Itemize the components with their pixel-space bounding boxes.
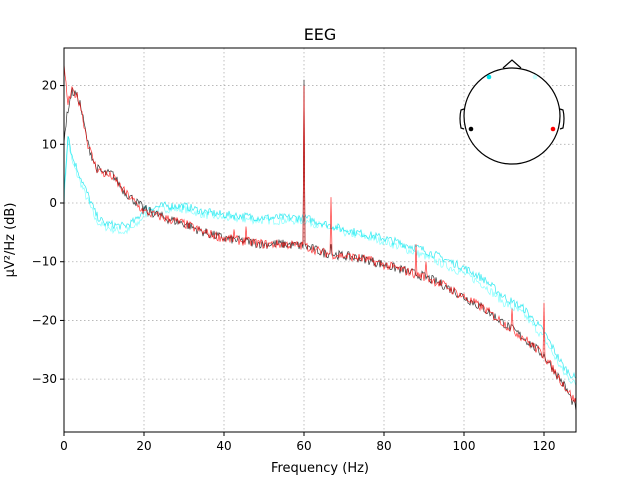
x-tick-label: 20 — [136, 439, 151, 453]
psd-line-series-1 — [63, 136, 577, 379]
nose — [502, 59, 522, 69]
psd-line-series-0 — [63, 136, 577, 387]
left-ear — [459, 108, 465, 130]
y-tick-label: 0 — [49, 196, 57, 210]
psd-line-series-3 — [63, 63, 577, 406]
psd-line-series-2 — [63, 79, 577, 412]
y-tick-label: 20 — [42, 79, 57, 93]
x-tick-label: 40 — [216, 439, 231, 453]
x-tick-label: 60 — [296, 439, 311, 453]
sensor-dot-black — [468, 126, 474, 132]
sensor-dot-pale-cyan — [532, 74, 538, 80]
y-tick-label: −20 — [32, 313, 57, 327]
head-outline — [463, 67, 561, 165]
axes-frame — [63, 47, 577, 433]
chart-title: EEG — [304, 25, 337, 44]
sensor-topomap-inset — [459, 59, 565, 165]
right-ear — [559, 108, 565, 130]
y-tick-label: −30 — [32, 372, 57, 386]
sensor-dot-cyan — [486, 74, 492, 80]
x-tick-label: 0 — [60, 439, 68, 453]
y-tick-label: 10 — [42, 137, 57, 151]
x-tick-label: 120 — [533, 439, 556, 453]
x-tick-label: 100 — [453, 439, 476, 453]
y-axis-label: µV²/Hz (dB) — [3, 203, 18, 278]
sensor-dot-red — [550, 126, 556, 132]
series-lines — [63, 63, 577, 412]
y-tick-label: −10 — [32, 255, 57, 269]
x-tick-label: 80 — [376, 439, 391, 453]
x-axis-label: Frequency (Hz) — [271, 461, 369, 476]
